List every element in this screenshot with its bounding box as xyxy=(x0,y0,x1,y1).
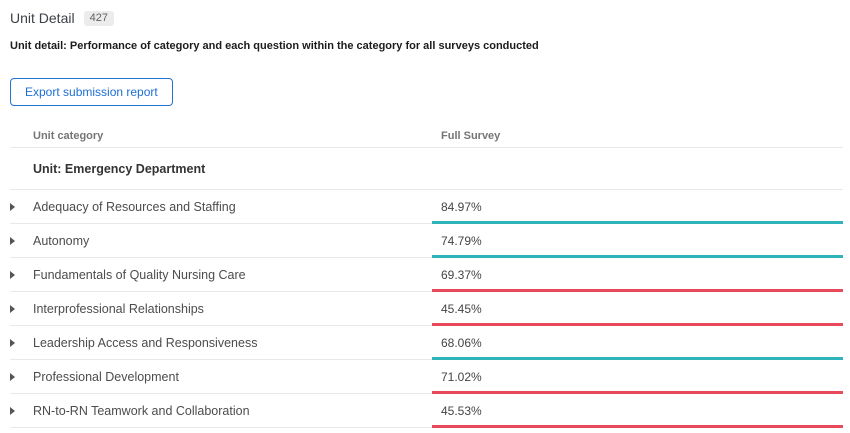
full-survey-cell: 68.06% xyxy=(432,326,843,360)
performance-bar xyxy=(432,391,843,394)
performance-bar xyxy=(432,289,843,292)
category-cell: Professional Development xyxy=(10,360,432,393)
page-title: Unit Detail xyxy=(10,10,75,26)
full-survey-cell: 69.37% xyxy=(432,258,843,292)
survey-percentage: 45.53% xyxy=(441,403,482,418)
performance-bar xyxy=(432,425,843,428)
expand-arrow-icon[interactable] xyxy=(10,373,33,381)
category-label: Adequacy of Resources and Staffing xyxy=(33,199,236,214)
expand-arrow-icon[interactable] xyxy=(10,407,33,415)
survey-percentage: 84.97% xyxy=(441,199,482,214)
full-survey-cell: 71.02% xyxy=(432,360,843,394)
survey-percentage: 68.06% xyxy=(441,335,482,350)
table-row[interactable]: Leadership Access and Responsiveness 68.… xyxy=(10,326,843,360)
full-survey-cell: 74.79% xyxy=(432,224,843,258)
page-header: Unit Detail 427 xyxy=(10,8,850,28)
full-survey-cell: 84.97% xyxy=(432,190,843,224)
performance-bar xyxy=(432,357,843,360)
category-label: Professional Development xyxy=(33,369,179,384)
table-header-row: Unit category Full Survey xyxy=(10,125,843,148)
expand-arrow-icon[interactable] xyxy=(10,271,33,279)
category-label: Interprofessional Relationships xyxy=(33,301,204,316)
category-cell: Interprofessional Relationships xyxy=(10,292,432,325)
expand-arrow-icon[interactable] xyxy=(10,339,33,347)
table-row[interactable]: Adequacy of Resources and Staffing 84.97… xyxy=(10,190,843,224)
performance-bar xyxy=(432,221,843,224)
column-header-unit-category: Unit category xyxy=(33,130,104,142)
survey-percentage: 45.45% xyxy=(441,301,482,316)
unit-group-label: Unit: Emergency Department xyxy=(33,161,206,176)
expand-arrow-icon[interactable] xyxy=(10,305,33,313)
table-body: Adequacy of Resources and Staffing 84.97… xyxy=(10,190,843,428)
category-cell: Fundamentals of Quality Nursing Care xyxy=(10,258,432,291)
page-description: Unit detail: Performance of category and… xyxy=(10,40,539,52)
table-row[interactable]: Fundamentals of Quality Nursing Care 69.… xyxy=(10,258,843,292)
survey-percentage: 74.79% xyxy=(441,233,482,248)
table-row[interactable]: Professional Development 71.02% xyxy=(10,360,843,394)
table-row[interactable]: RN-to-RN Teamwork and Collaboration 45.5… xyxy=(10,394,843,428)
column-header-full-survey: Full Survey xyxy=(441,130,501,142)
survey-percentage: 69.37% xyxy=(441,267,482,282)
performance-bar xyxy=(432,255,843,258)
unit-detail-table: Unit category Full Survey Unit: Emergenc… xyxy=(10,125,843,428)
category-cell: Autonomy xyxy=(10,224,432,257)
table-row[interactable]: Autonomy 74.79% xyxy=(10,224,843,258)
category-cell: Leadership Access and Responsiveness xyxy=(10,326,432,359)
export-submission-report-button[interactable]: Export submission report xyxy=(10,78,173,106)
count-badge: 427 xyxy=(83,10,114,26)
expand-arrow-icon[interactable] xyxy=(10,203,33,211)
category-label: Leadership Access and Responsiveness xyxy=(33,335,258,350)
survey-percentage: 71.02% xyxy=(441,369,482,384)
table-row[interactable]: Interprofessional Relationships 45.45% xyxy=(10,292,843,326)
category-cell: RN-to-RN Teamwork and Collaboration xyxy=(10,394,432,427)
category-label: Autonomy xyxy=(33,233,90,248)
full-survey-cell: 45.45% xyxy=(432,292,843,326)
category-label: Fundamentals of Quality Nursing Care xyxy=(33,267,246,282)
category-label: RN-to-RN Teamwork and Collaboration xyxy=(33,403,250,418)
full-survey-cell: 45.53% xyxy=(432,394,843,428)
category-cell: Adequacy of Resources and Staffing xyxy=(10,190,432,223)
unit-group-row: Unit: Emergency Department xyxy=(10,148,843,190)
expand-arrow-icon[interactable] xyxy=(10,237,33,245)
performance-bar xyxy=(432,323,843,326)
